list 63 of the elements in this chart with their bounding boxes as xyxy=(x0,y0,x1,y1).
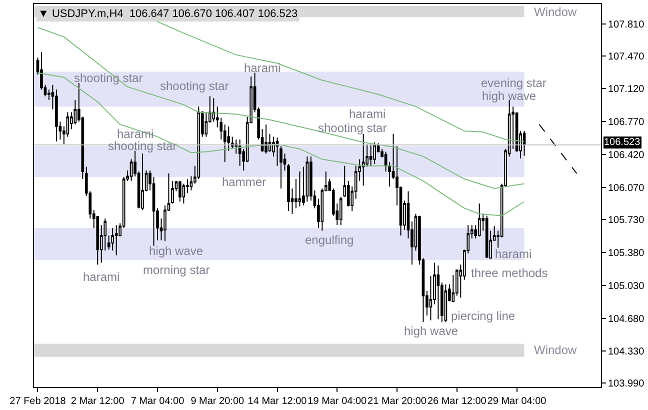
candlestick xyxy=(522,130,526,156)
x-tick-label: 27 Feb 2018 xyxy=(10,396,66,407)
candlestick xyxy=(485,215,488,259)
y-tick-label: 104.680 xyxy=(608,314,645,325)
y-tick-label: 107.470 xyxy=(608,51,645,62)
annotation: harami xyxy=(349,107,386,121)
candlestick xyxy=(114,224,118,256)
candlestick xyxy=(171,180,174,204)
candlestick xyxy=(436,265,440,320)
candlestick xyxy=(182,183,186,204)
candlestick xyxy=(444,284,448,323)
x-tick-label: 19 Mar 04:00 xyxy=(308,396,368,407)
candlestick xyxy=(238,139,242,166)
x-tick-label: 21 Mar 20:00 xyxy=(368,396,427,407)
ref-line-label: 106.523 xyxy=(604,137,641,148)
annotation: engulfing xyxy=(305,233,354,247)
annotation: harami xyxy=(244,61,281,75)
annotation: hammer xyxy=(222,175,266,189)
candlestick xyxy=(264,124,268,154)
y-tick-label: 104.330 xyxy=(608,346,645,358)
annotation: high wave xyxy=(404,324,458,338)
annotation: shooting star xyxy=(318,121,387,135)
annotation: high wave xyxy=(149,244,204,258)
y-tick-label: 105.030 xyxy=(608,280,645,292)
y-tick-label: 106.070 xyxy=(608,183,645,194)
x-tick-label: 2 Mar 12:00 xyxy=(70,396,125,407)
band-label: Window xyxy=(534,343,578,357)
y-tick-label: 107.810 xyxy=(608,19,645,30)
candlestick xyxy=(178,180,182,202)
annotation: harami xyxy=(83,270,120,284)
band-label: Window xyxy=(534,5,578,19)
y-tick-label: 106.770 xyxy=(608,117,645,128)
candlestick xyxy=(373,142,376,164)
annotation: harami xyxy=(117,127,154,141)
annotation: morning star xyxy=(143,263,210,277)
annotation: shooting star xyxy=(160,79,229,93)
candlestick xyxy=(111,227,114,252)
annotation: harami xyxy=(495,247,532,261)
candlestick xyxy=(369,144,372,166)
candlestick xyxy=(141,153,144,211)
x-tick-label: 7 Mar 04:00 xyxy=(130,396,185,407)
annotation: shooting star xyxy=(108,139,177,153)
y-tick-label: 103.990 xyxy=(608,378,645,390)
annotation: evening star xyxy=(481,76,546,90)
candlestick xyxy=(298,171,302,207)
y-tick-label: 105.730 xyxy=(608,215,645,226)
chart-title: ▼ USDJPY.m,H4 106.647 106.670 106.407 106.523 xyxy=(38,8,298,20)
y-tick-label: 107.120 xyxy=(608,84,645,96)
x-tick-label: 9 Mar 20:00 xyxy=(190,396,245,407)
annotation: three methods xyxy=(471,266,548,280)
candlestick xyxy=(306,156,309,202)
x-tick-label: 26 Mar 12:00 xyxy=(427,396,487,407)
y-tick-label: 106.420 xyxy=(608,150,645,162)
candlestick xyxy=(339,196,342,226)
x-tick-label: 29 Mar 04:00 xyxy=(487,396,547,407)
candlestick xyxy=(362,133,365,186)
candlestick xyxy=(55,89,58,142)
annotation: shooting star xyxy=(74,71,143,85)
candlestick xyxy=(478,203,481,237)
annotation: high wave xyxy=(482,89,536,103)
x-tick-label: 14 Mar 12:00 xyxy=(248,396,308,407)
annotation: piercing line xyxy=(451,309,516,323)
y-tick-label: 105.380 xyxy=(608,248,645,259)
